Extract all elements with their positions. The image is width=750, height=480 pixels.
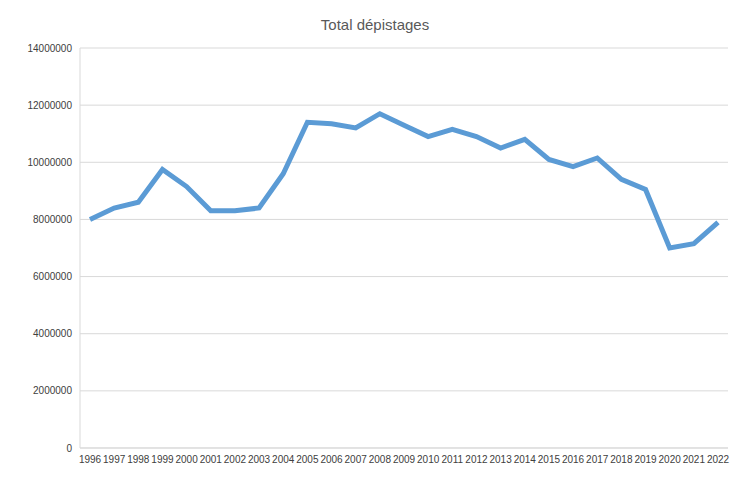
svg-text:12000000: 12000000	[28, 100, 73, 111]
svg-text:2021: 2021	[683, 454, 706, 465]
svg-text:2009: 2009	[393, 454, 416, 465]
svg-text:2017: 2017	[586, 454, 609, 465]
svg-text:4000000: 4000000	[33, 328, 72, 339]
svg-text:1997: 1997	[103, 454, 126, 465]
svg-text:2006: 2006	[320, 454, 343, 465]
svg-text:2012: 2012	[465, 454, 488, 465]
svg-text:1996: 1996	[79, 454, 102, 465]
svg-text:2000: 2000	[175, 454, 198, 465]
svg-text:2022: 2022	[707, 454, 730, 465]
svg-text:2008: 2008	[369, 454, 392, 465]
svg-text:2001: 2001	[200, 454, 223, 465]
svg-text:2015: 2015	[538, 454, 561, 465]
svg-text:2000000: 2000000	[33, 385, 72, 396]
svg-text:0: 0	[66, 443, 72, 454]
svg-text:1999: 1999	[151, 454, 174, 465]
svg-text:2010: 2010	[417, 454, 440, 465]
svg-text:2020: 2020	[659, 454, 682, 465]
svg-text:2003: 2003	[248, 454, 271, 465]
svg-text:2004: 2004	[272, 454, 295, 465]
svg-text:2018: 2018	[610, 454, 633, 465]
svg-text:2019: 2019	[634, 454, 657, 465]
svg-text:2002: 2002	[224, 454, 247, 465]
svg-text:2011: 2011	[442, 454, 464, 465]
svg-text:2014: 2014	[514, 454, 537, 465]
svg-text:2005: 2005	[296, 454, 319, 465]
svg-text:1998: 1998	[127, 454, 150, 465]
svg-text:14000000: 14000000	[28, 43, 73, 54]
svg-text:6000000: 6000000	[33, 271, 72, 282]
html-text:Total dépistages: Total dépistages	[320, 16, 430, 33]
svg-text:2013: 2013	[489, 454, 512, 465]
svg-text:2007: 2007	[345, 454, 368, 465]
svg-text:8000000: 8000000	[33, 214, 72, 225]
svg-text:10000000: 10000000	[28, 157, 73, 168]
svg-text:2016: 2016	[562, 454, 585, 465]
